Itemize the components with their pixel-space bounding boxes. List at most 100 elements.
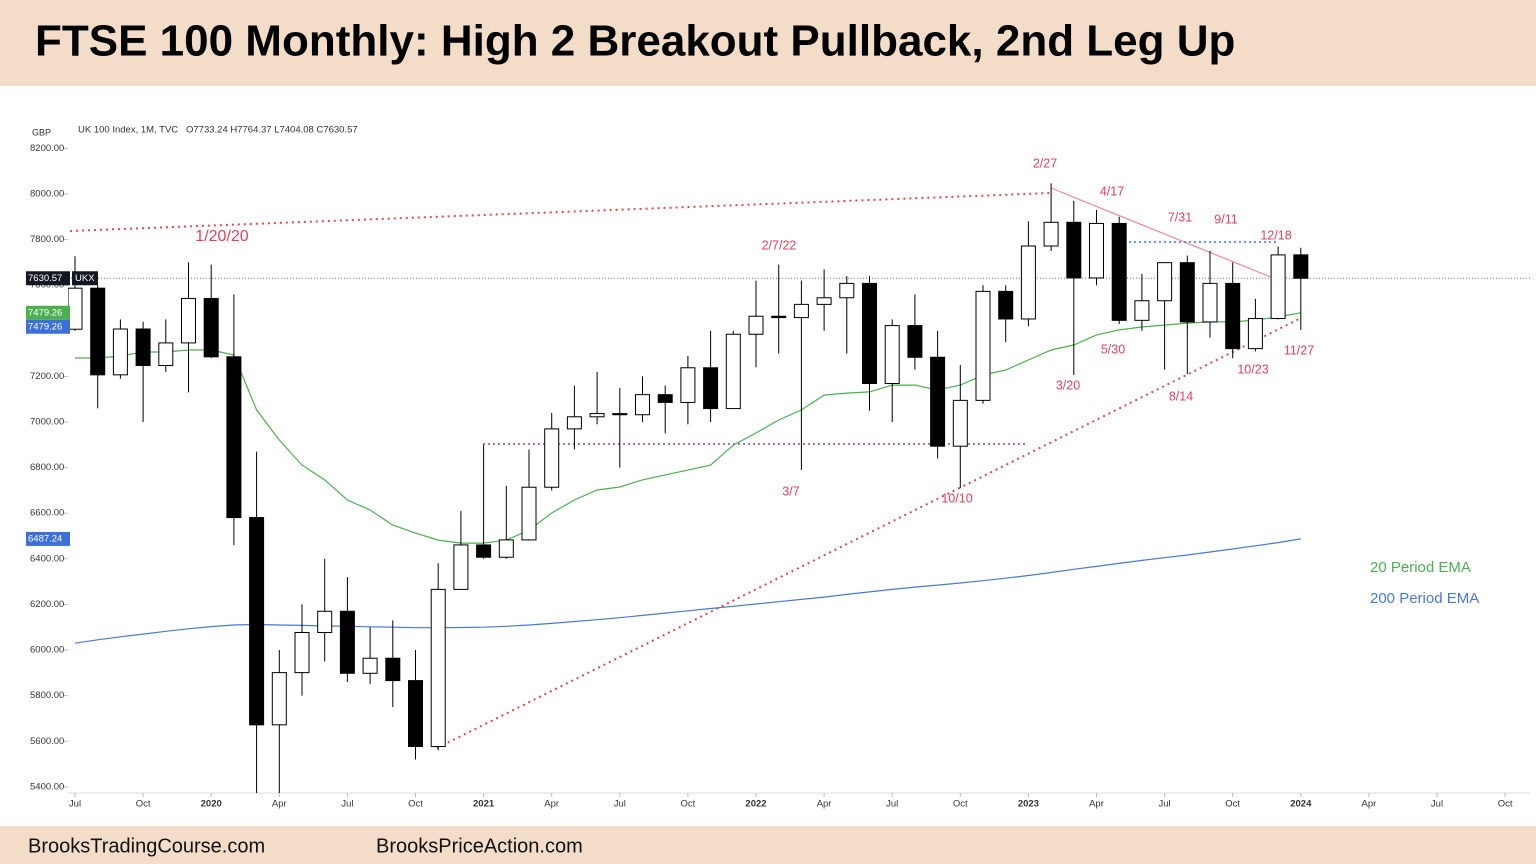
footer-text: BrooksTradingCourse.com — [28, 835, 265, 857]
candle-body — [930, 356, 946, 447]
y-tick-label: 8000.00 — [30, 189, 64, 200]
candle-body — [226, 356, 242, 519]
x-tick-label: Oct — [681, 799, 696, 810]
candle-body — [68, 287, 83, 330]
candle-body — [975, 290, 991, 401]
x-tick-label: Apr — [544, 799, 559, 810]
price-label-box — [26, 531, 70, 546]
candle-body — [952, 399, 968, 447]
price-label-box — [26, 271, 70, 286]
candle-body — [1270, 254, 1286, 320]
x-tick-label: Jul — [614, 799, 626, 810]
ema-line — [75, 312, 1301, 544]
annotation: 2/27 — [1033, 156, 1057, 170]
candle-body — [748, 315, 764, 335]
candle-body — [181, 297, 196, 344]
candle-body — [1066, 221, 1082, 279]
ema-line — [74, 538, 1301, 644]
candle-body — [1020, 245, 1036, 320]
candle-body — [203, 297, 219, 358]
candle-body — [635, 394, 650, 416]
candle-body — [112, 328, 128, 376]
ohlc-info: O7733.24 H7764.37 L7404.08 C7630.57 — [186, 125, 358, 136]
candle-body — [884, 325, 900, 384]
candle-body — [1089, 222, 1104, 279]
symbol-label: UKX — [75, 273, 95, 284]
x-tick-label: Oct — [1225, 799, 1240, 810]
y-tick-label: 5400.00 — [30, 781, 64, 792]
trend-line — [436, 317, 1302, 749]
x-tick-label: Jul — [341, 799, 353, 810]
candle-body — [862, 282, 877, 384]
annotation: 8/14 — [1169, 389, 1193, 403]
candle-body — [1157, 262, 1173, 302]
candle-body — [385, 657, 401, 682]
price-label: 7479.26 — [28, 321, 62, 332]
y-tick-label: 5600.00 — [30, 736, 64, 747]
candle-body — [453, 544, 469, 590]
symbol-info: UK 100 Index, 1M, TVC — [78, 125, 178, 136]
candle-body — [793, 303, 809, 319]
candle-body — [703, 367, 719, 410]
candle-body — [362, 657, 378, 674]
chart-title: FTSE 100 Monthly: High 2 Breakout Pullba… — [35, 17, 1235, 66]
x-tick-label: Jul — [1431, 799, 1443, 810]
annotation: 5/30 — [1101, 342, 1125, 356]
x-tick-label: Oct — [953, 799, 968, 810]
title-bar — [0, 0, 1536, 86]
price-label-box — [26, 305, 70, 320]
candle-body — [430, 588, 446, 747]
candle-body — [317, 610, 333, 633]
candle-body — [839, 282, 855, 299]
y-tick-label: 6800.00 — [30, 462, 64, 473]
annotation: 12/18 — [1260, 228, 1291, 242]
candle-body — [1293, 254, 1309, 279]
candle-body — [1225, 282, 1241, 350]
x-tick-label: Apr — [1362, 799, 1377, 810]
x-tick-label: 2024 — [1290, 799, 1312, 810]
annotation: 4/17 — [1100, 184, 1124, 198]
annotation: 2/7/22 — [762, 238, 797, 252]
candle-body — [476, 544, 492, 558]
y-tick-label: 6200.00 — [30, 599, 64, 610]
annotation: 3/7 — [782, 484, 799, 498]
candle-body — [998, 290, 1014, 320]
y-tick-label: 6600.00 — [30, 508, 64, 519]
trend-line — [1050, 187, 1279, 281]
annotation: 7/31 — [1168, 210, 1192, 224]
annotation: 10/23 — [1237, 362, 1268, 376]
candle-body — [249, 517, 265, 726]
price-label: 7630.57 — [28, 273, 62, 284]
candle-body — [271, 672, 287, 726]
symbol-box — [72, 271, 98, 286]
y-tick-label: 7000.00 — [30, 417, 64, 428]
candle-body — [1202, 282, 1218, 323]
trend-line — [69, 192, 1052, 232]
candle-body — [680, 367, 696, 403]
candle-body — [294, 631, 310, 674]
candle-body — [566, 416, 582, 430]
candle-body — [135, 328, 151, 366]
annotation: 11/27 — [1284, 343, 1314, 357]
candle-body — [1179, 262, 1195, 323]
x-tick-label: Oct — [136, 799, 151, 810]
x-tick-label: Apr — [817, 799, 832, 810]
price-label-box — [26, 319, 70, 334]
x-tick-label: Jul — [1159, 799, 1171, 810]
drawings — [69, 187, 1302, 749]
candle-body — [544, 428, 560, 488]
footer-bar — [0, 826, 1536, 864]
candle-body — [408, 680, 423, 747]
x-tick-label: Jul — [69, 799, 81, 810]
price-label: 6487.24 — [28, 533, 62, 544]
x-tick-label: Apr — [1089, 799, 1104, 810]
footer-text: BrooksPriceAction.com — [376, 835, 583, 857]
annotation: 10/10 — [941, 491, 972, 505]
y-tick-label: 7200.00 — [30, 371, 64, 382]
annotation: 1/20/20 — [195, 228, 248, 245]
legend-entry: 20 Period EMA — [1370, 559, 1471, 576]
y-tick-label: 5800.00 — [30, 690, 64, 701]
candle-body — [1247, 318, 1263, 350]
